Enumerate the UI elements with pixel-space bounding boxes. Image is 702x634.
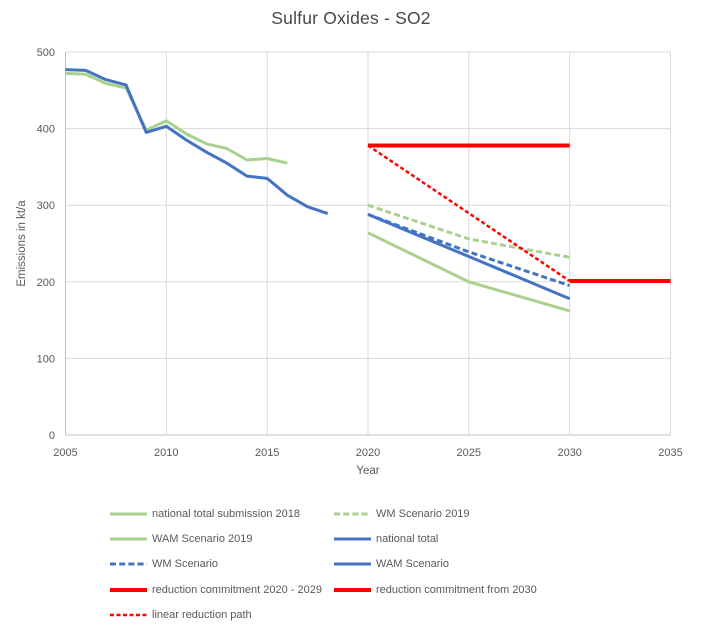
legend-item-wam-scenario-2019: WAM Scenario 2019 [110,533,334,545]
y-tick-label-0: 0 [49,430,55,442]
x-tick-label-2020: 2020 [356,447,380,459]
legend-item-linear-reduction-path: linear reduction path [110,609,334,621]
y-axis-title: Emissions in kt/a [16,200,28,287]
legend-label-linear-reduction-path: linear reduction path [152,609,252,622]
x-tick-label-2035: 2035 [658,447,682,459]
legend-label-reduction-commitment-from-2030: reduction commitment from 2030 [376,583,537,596]
chart-title: Sulfur Oxides - SO2 [271,8,431,28]
y-tick-label-100: 100 [37,353,55,365]
legend-swatch-wm-scenario [110,562,147,566]
legend-item-national-total-submission-2018: national total submission 2018 [110,508,334,520]
x-tick-label-2030: 2030 [557,447,581,459]
legend-label-wm-scenario-2019: WM Scenario 2019 [376,507,470,520]
y-tick-label-200: 200 [37,277,55,289]
legend-label-wam-scenario: WAM Scenario [376,558,449,571]
plot-area: 0 100 200 300 400 500 2005 2010 2015 2020 2025 2030… [16,47,683,477]
series-wam-scenario [367,213,571,301]
legend-swatch-reduction-commitment-2020-2029 [110,587,147,592]
x-tick-label-2005: 2005 [53,447,77,459]
series-national-total [65,68,329,216]
legend-item-national-total: national total [334,533,654,545]
series-linear-reduction-path [367,144,571,283]
legend-swatch-wam-scenario [334,562,371,566]
series-wm-scenario-2019 [367,203,570,259]
legend-swatch-national-total-submission-2018 [110,512,147,516]
legend-swatch-linear-reduction-path [110,614,147,617]
legend-item-wm-scenario-2019: WM Scenario 2019 [334,508,654,520]
x-axis-title: Year [356,465,379,477]
legend: national total submission 2018 WM Scenari… [110,501,654,628]
x-tick-label-2015: 2015 [255,447,279,459]
legend-item-wam-scenario: WAM Scenario [334,558,654,570]
legend-item-reduction-commitment-from-2030: reduction commitment from 2030 [334,584,654,596]
legend-item-wm-scenario: WM Scenario [110,558,334,570]
legend-swatch-wam-scenario-2019 [110,537,147,541]
x-tick-label-2025: 2025 [457,447,481,459]
x-tick-label-2010: 2010 [154,447,178,459]
y-tick-label-400: 400 [37,124,55,136]
legend-label-wam-scenario-2019: WAM Scenario 2019 [152,533,253,546]
legend-label-reduction-commitment-2020-2029: reduction commitment 2020 - 2029 [152,583,322,596]
legend-swatch-wm-scenario-2019 [334,512,371,516]
legend-swatch-reduction-commitment-from-2030 [334,587,371,592]
series-wm-scenario [367,212,571,288]
legend-item-reduction-commitment-2020-2029: reduction commitment 2020 - 2029 [110,584,334,596]
series-wam-scenario-2019 [367,231,571,313]
y-tick-label-500: 500 [37,47,55,59]
legend-label-national-total-submission-2018: national total submission 2018 [152,507,300,520]
legend-label-wm-scenario: WM Scenario [152,558,219,571]
y-tick-label-300: 300 [37,200,55,212]
legend-swatch-national-total [334,537,371,541]
legend-label-national-total: national total [376,533,439,546]
series-national-total-submission-2018 [65,71,288,165]
